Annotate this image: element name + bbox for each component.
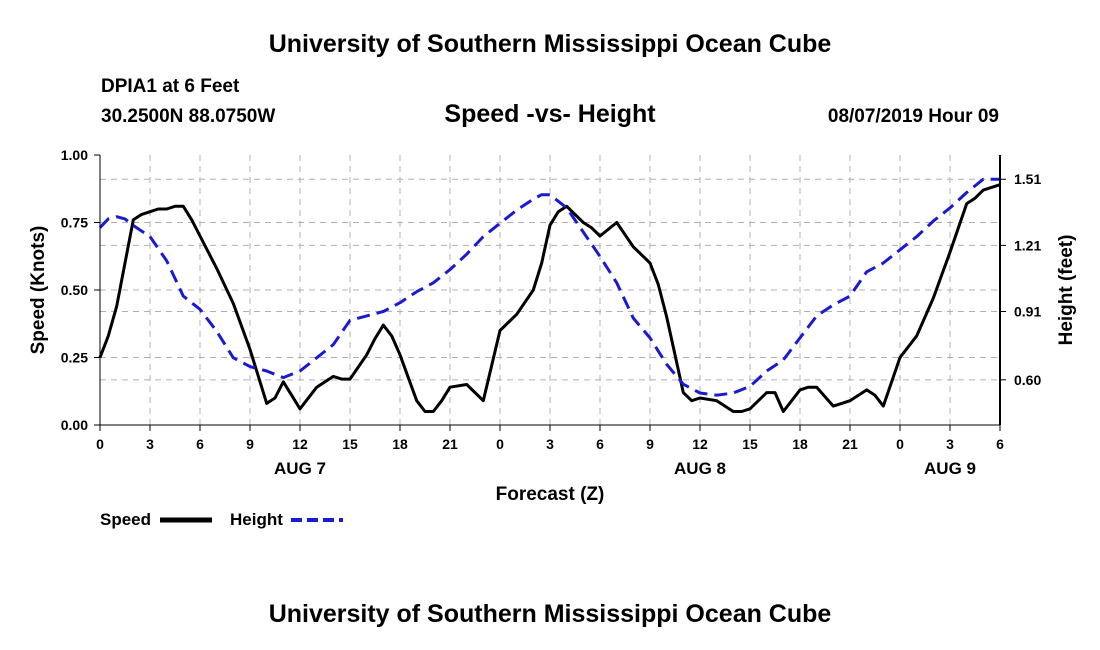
x-tick-label: 0 — [96, 436, 104, 452]
y-axis-title: Speed (Knots) — [28, 226, 49, 355]
x-tick-label: 3 — [146, 436, 154, 452]
height-series-line — [98, 177, 1000, 397]
series-group — [98, 177, 1001, 413]
y2-axis-title: Height (feet) — [1056, 235, 1077, 346]
legend-label-height: Height — [230, 510, 283, 529]
speed-series-line — [98, 183, 1001, 413]
x-tick-label: 21 — [842, 436, 858, 452]
x-tick-label: 0 — [496, 436, 504, 452]
footer-title: University of Southern Mississippi Ocean… — [268, 600, 832, 628]
y-tick-label: 0.75 — [61, 215, 88, 231]
x-tick-label: 3 — [546, 436, 554, 452]
x-tick-label: 9 — [246, 436, 254, 452]
station-name: DPIA1 at 6 Feet — [101, 76, 240, 97]
y2-tick-label: 1.51 — [1014, 171, 1041, 187]
day-label: AUG 8 — [674, 459, 726, 478]
axes: 0 3 6 9 12 15 18 21 0 3 6 9 12 15 18 21 0 3 6 AUG 7 AUG 8 AUG… — [28, 147, 1077, 505]
grid — [100, 155, 1000, 425]
x-tick-label: 3 — [946, 436, 954, 452]
x-tick-label: 6 — [196, 436, 204, 452]
y-tick-label: 0.00 — [61, 417, 88, 433]
page-title: University of Southern Mississippi Ocean… — [268, 30, 832, 58]
x-tick-label: 18 — [392, 436, 408, 452]
x-axis-title: Forecast (Z) — [496, 484, 605, 505]
station-coordinates: 30.2500N 88.0750W — [101, 106, 276, 127]
x-tick-label: 9 — [646, 436, 654, 452]
chart-title: Speed -vs- Height — [444, 100, 656, 128]
x-tick-label: 15 — [342, 436, 358, 452]
y2-tick-label: 0.60 — [1014, 372, 1041, 388]
x-tick-label: 12 — [292, 436, 308, 452]
legend-label-speed: Speed — [100, 510, 151, 529]
x-tick-label: 18 — [792, 436, 808, 452]
x-tick-label: 6 — [996, 436, 1004, 452]
x-tick-label: 6 — [596, 436, 604, 452]
day-label: AUG 7 — [274, 459, 326, 478]
x-tick-label: 15 — [742, 436, 758, 452]
y2-tick-label: 1.21 — [1014, 237, 1041, 253]
x-tick-label: 12 — [692, 436, 708, 452]
x-tick-label: 21 — [442, 436, 458, 452]
y-tick-label: 0.50 — [61, 282, 88, 298]
y2-tick-label: 0.91 — [1014, 303, 1041, 319]
forecast-datetime: 08/07/2019 Hour 09 — [827, 106, 999, 127]
legend: Speed Height — [100, 510, 343, 529]
day-label: AUG 9 — [924, 459, 976, 478]
y-tick-label: 0.25 — [61, 350, 88, 366]
x-tick-label: 0 — [896, 436, 904, 452]
y-tick-label: 1.00 — [61, 147, 88, 163]
